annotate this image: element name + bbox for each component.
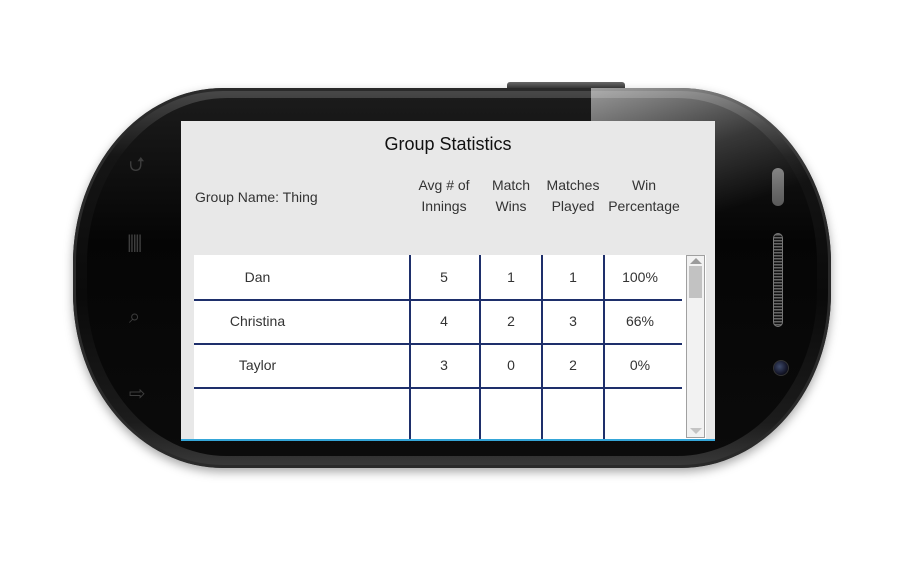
win-percentage-value: 0%: [629, 357, 651, 373]
table-scrollbar[interactable]: [686, 255, 705, 438]
scroll-thumb[interactable]: [689, 266, 702, 298]
player-name: Dan: [244, 269, 271, 285]
table-row-empty[interactable]: [194, 389, 682, 439]
header-match-wins: Match Wins: [491, 177, 531, 214]
table-row[interactable]: Taylor 3 0 2 0%: [194, 343, 682, 389]
player-name: Christina: [229, 313, 286, 329]
avg-innings-value: 4: [440, 313, 448, 329]
win-percentage-value: 100%: [622, 269, 658, 285]
front-camera: [773, 360, 789, 376]
column-divider: [541, 255, 543, 439]
player-name: Taylor: [238, 357, 277, 373]
column-divider: [479, 255, 481, 439]
group-name-label: Group Name: Thing: [195, 189, 318, 205]
power-button[interactable]: [507, 82, 625, 90]
stats-table[interactable]: Dan 5 1 1 100% Christina 4 2 3 66% Taylo…: [194, 255, 706, 439]
matches-played-value: 2: [569, 357, 577, 373]
column-divider: [409, 255, 411, 439]
avg-innings-value: 5: [440, 269, 448, 285]
home-icon[interactable]: ⇨: [129, 383, 146, 405]
matches-played-value: 3: [569, 313, 577, 329]
matches-played-value: 1: [569, 269, 577, 285]
search-icon[interactable]: ⌕: [129, 306, 141, 328]
scroll-down-icon[interactable]: [690, 428, 702, 434]
table-row[interactable]: Christina 4 2 3 66%: [194, 299, 682, 345]
match-wins-value: 0: [507, 357, 515, 373]
header-avg-innings: Avg # of Innings: [418, 177, 470, 214]
app-screen: Group Statistics Group Name: Thing Avg #…: [181, 121, 715, 441]
match-wins-value: 1: [507, 269, 515, 285]
header-win-percentage: Win Percentage: [608, 177, 680, 214]
column-divider: [603, 255, 605, 439]
page-title: Group Statistics: [384, 134, 512, 154]
match-wins-value: 2: [507, 313, 515, 329]
scroll-up-icon[interactable]: [690, 258, 702, 264]
table-row[interactable]: Dan 5 1 1 100%: [194, 255, 682, 301]
avg-innings-value: 3: [440, 357, 448, 373]
speaker-grille: [773, 233, 783, 327]
proximity-sensor: [772, 168, 784, 206]
menu-icon[interactable]: |||||: [127, 232, 142, 252]
header-matches-played: Matches Played: [546, 177, 600, 214]
win-percentage-value: 66%: [625, 313, 655, 329]
back-icon[interactable]: ⮍: [129, 154, 146, 176]
bottom-accent-line: [181, 439, 715, 441]
